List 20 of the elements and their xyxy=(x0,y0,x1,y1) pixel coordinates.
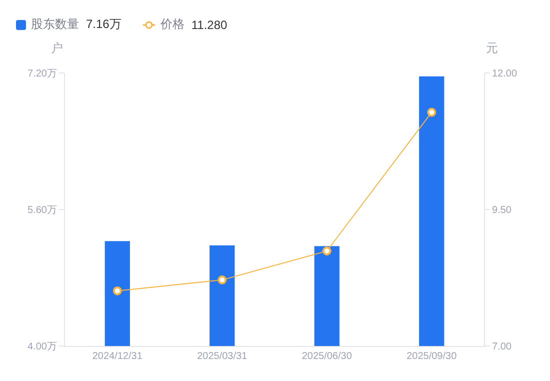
point xyxy=(112,286,122,296)
x-tick-label: 2025/03/31 xyxy=(197,351,248,362)
y-tick-label: 4.00万 xyxy=(28,342,57,352)
legend-label: 价格 xyxy=(160,16,184,33)
x-tick-label: 2025/09/30 xyxy=(406,351,458,362)
x-tick-label: 2025/06/30 xyxy=(302,351,352,362)
y2-tick-label: 7.00 xyxy=(492,342,512,352)
legend-label: 股东数量 xyxy=(31,16,79,33)
x-tick-label: 2024/12/31 xyxy=(92,351,143,362)
y2-tick-label: 12.00 xyxy=(492,68,518,80)
y-tick-label: 7.20万 xyxy=(28,68,57,80)
y2-tick-label: 9.50 xyxy=(492,205,512,216)
text: 7.16万 xyxy=(86,16,122,33)
point xyxy=(218,275,227,284)
text: 11.280 xyxy=(191,18,228,32)
y-axis-title: 户 xyxy=(51,41,63,55)
y-tick-label: 5.60万 xyxy=(28,205,57,216)
point xyxy=(427,108,436,117)
y2-axis-title: 元 xyxy=(486,41,498,55)
point xyxy=(322,246,332,256)
